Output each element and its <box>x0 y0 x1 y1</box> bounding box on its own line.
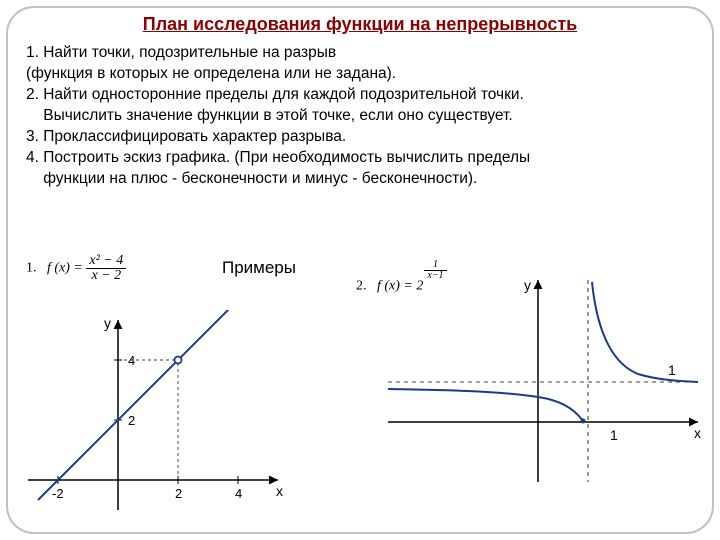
title: План исследования функции на непрерывнос… <box>26 14 694 35</box>
plan-item-1a: 1. Найти точки, подозрительные на разрыв <box>26 43 694 64</box>
plan-item-1b: (функция в которых не определена или не … <box>26 64 694 85</box>
plan-item-2a: 2. Найти односторонние пределы для каждо… <box>26 85 694 106</box>
chart2-x-label: x <box>694 425 701 441</box>
chart-1: -2 2 4 2 4 x y <box>18 310 298 530</box>
plan-item-2b: Вычислить значение функции в этой точке,… <box>26 106 694 127</box>
formula-1: 1. f (x) = x² − 4 x − 2 <box>26 254 126 283</box>
plan-item-4b: функции на плюс - бесконечности и минус … <box>26 169 694 190</box>
formula-1-lhs: f (x) = <box>47 261 83 276</box>
chart1-line <box>38 310 258 500</box>
examples-label: Примеры <box>222 258 296 278</box>
chart1-tick-2: 2 <box>175 486 182 501</box>
chart2-left-branch <box>388 389 583 421</box>
content-area: План исследования функции на непрерывнос… <box>26 14 694 189</box>
chart1-y-label: y <box>104 315 111 331</box>
chart1-x-label: x <box>276 483 283 499</box>
chart2-ytick-1: 1 <box>668 362 676 378</box>
chart1-tick-neg2: -2 <box>52 486 64 501</box>
chart1-ytick-2: 2 <box>128 413 135 428</box>
formula-1-den: x − 2 <box>86 269 126 283</box>
plan-list: 1. Найти точки, подозрительные на разрыв… <box>26 43 694 189</box>
chart1-hole <box>175 357 182 364</box>
formula-1-frac: x² − 4 x − 2 <box>86 254 126 283</box>
formula-1-number: 1. <box>26 261 37 276</box>
chart1-tick-4: 4 <box>235 486 242 501</box>
chart2-xtick-1: 1 <box>610 427 618 443</box>
plan-item-4a: 4. Построить эскиз графика. (При необход… <box>26 148 694 169</box>
formula-1-num: x² − 4 <box>86 254 126 269</box>
chart2-left-endpoint <box>581 419 586 424</box>
formula-2-number: 2. <box>356 279 367 294</box>
plan-item-3: 3. Проклассифицировать характер разрыва. <box>26 127 694 148</box>
chart-2: 1 1 x y <box>388 272 708 502</box>
chart2-right-branch <box>592 282 698 382</box>
chart2-y-label: y <box>524 277 531 293</box>
chart1-ytick-4: 4 <box>128 353 135 368</box>
